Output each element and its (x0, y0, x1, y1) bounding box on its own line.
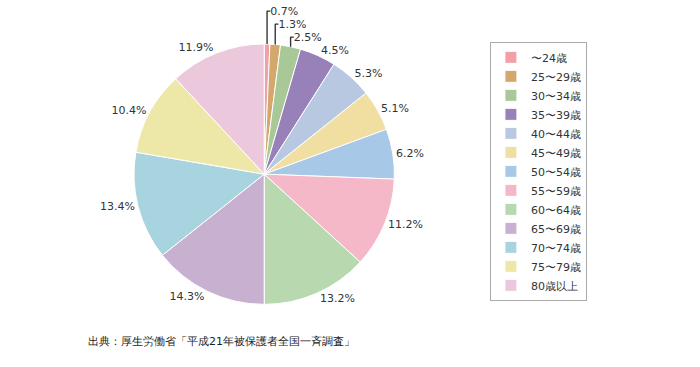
svg-text:50〜54歳: 50〜54歳 (531, 166, 581, 179)
svg-text:25〜29歳: 25〜29歳 (531, 71, 581, 84)
svg-text:13.2%: 13.2% (320, 292, 355, 305)
svg-text:35〜39歳: 35〜39歳 (531, 109, 581, 122)
svg-text:4.5%: 4.5% (321, 44, 349, 57)
svg-text:10.4%: 10.4% (112, 104, 147, 117)
svg-text:80歳以上: 80歳以上 (531, 280, 578, 293)
svg-text:30〜34歳: 30〜34歳 (531, 90, 581, 103)
svg-text:1.3%: 1.3% (278, 18, 306, 31)
svg-text:5.1%: 5.1% (381, 102, 409, 115)
svg-text:40〜44歳: 40〜44歳 (531, 128, 581, 141)
svg-text:14.3%: 14.3% (169, 290, 204, 303)
svg-text:〜24歳: 〜24歳 (531, 52, 567, 65)
svg-text:11.9%: 11.9% (178, 41, 213, 54)
svg-text:70〜74歳: 70〜74歳 (531, 242, 581, 255)
svg-text:11.2%: 11.2% (388, 218, 423, 231)
svg-text:60〜64歳: 60〜64歳 (531, 204, 581, 217)
svg-text:65〜69歳: 65〜69歳 (531, 223, 581, 236)
svg-text:2.5%: 2.5% (294, 31, 322, 44)
svg-text:6.2%: 6.2% (396, 147, 424, 160)
svg-text:13.4%: 13.4% (100, 200, 135, 213)
svg-text:5.3%: 5.3% (354, 67, 382, 80)
svg-text:出典：厚生労働省「平成21年被保護者全国一斉調査」: 出典：厚生労働省「平成21年被保護者全国一斉調査」 (88, 335, 355, 348)
svg-text:45〜49歳: 45〜49歳 (531, 147, 581, 160)
svg-text:75〜79歳: 75〜79歳 (531, 261, 581, 274)
svg-text:55〜59歳: 55〜59歳 (531, 185, 581, 198)
svg-text:0.7%: 0.7% (270, 5, 298, 18)
